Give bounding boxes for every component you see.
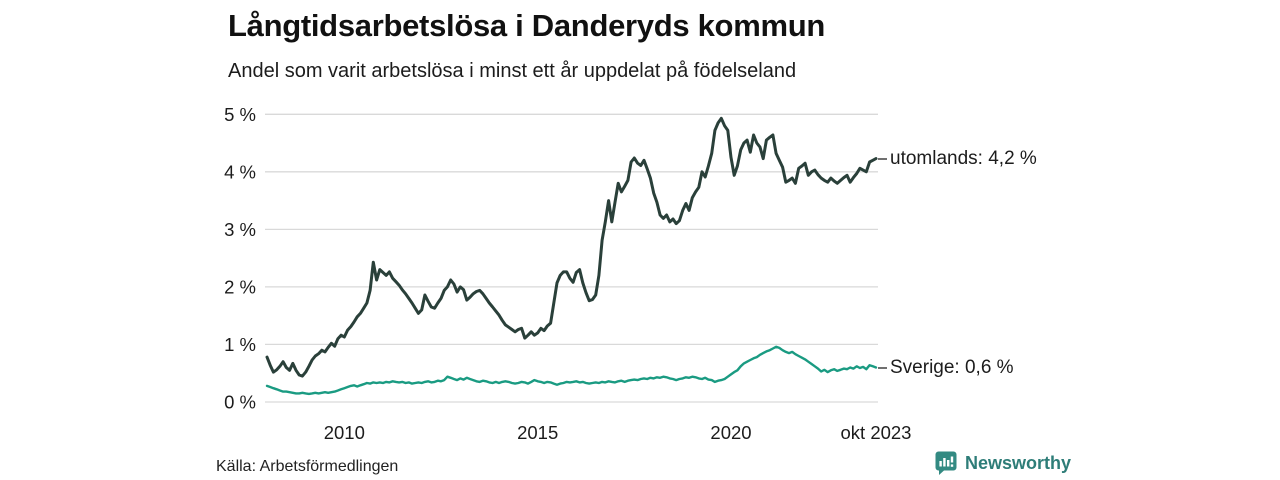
y-axis-tick-label: 2 % — [224, 276, 256, 297]
y-axis-tick-label: 0 % — [224, 392, 256, 413]
newsworthy-logo[interactable]: Newsworthy — [934, 450, 1071, 476]
legend-dash-icon — [878, 367, 887, 369]
source-credit: Källa: Arbetsförmedlingen — [216, 458, 399, 475]
y-axis-tick-label: 4 % — [224, 161, 256, 182]
legend-label-utomlands: utomlands: 4,2 % — [890, 148, 1037, 169]
legend-label-sverige: Sverige: 0,6 % — [890, 357, 1014, 378]
newsworthy-icon — [935, 451, 957, 475]
x-axis-tick-label: okt 2023 — [841, 422, 912, 443]
x-axis-tick-label: 2015 — [517, 422, 558, 443]
y-axis-tick-label: 5 % — [224, 104, 256, 125]
series-line-utomlands — [265, 116, 878, 378]
chart-subtitle: Andel som varit arbetslösa i minst ett å… — [228, 60, 797, 82]
legend-sverige: Sverige: 0,6 % — [878, 357, 1014, 379]
y-axis-tick-label: 1 % — [224, 334, 256, 355]
newsworthy-wordmark: Newsworthy — [965, 452, 1072, 473]
legend-dash-icon — [878, 158, 887, 160]
series-line-Sverige — [265, 345, 878, 396]
x-axis-tick-label: 2010 — [324, 422, 365, 443]
x-axis-tick-label: 2020 — [710, 422, 751, 443]
y-axis-tick-label: 3 % — [224, 219, 256, 240]
chart-title: Långtidsarbetslösa i Danderyds kommun — [228, 8, 825, 43]
legend-utomlands: utomlands: 4,2 % — [878, 148, 1037, 170]
